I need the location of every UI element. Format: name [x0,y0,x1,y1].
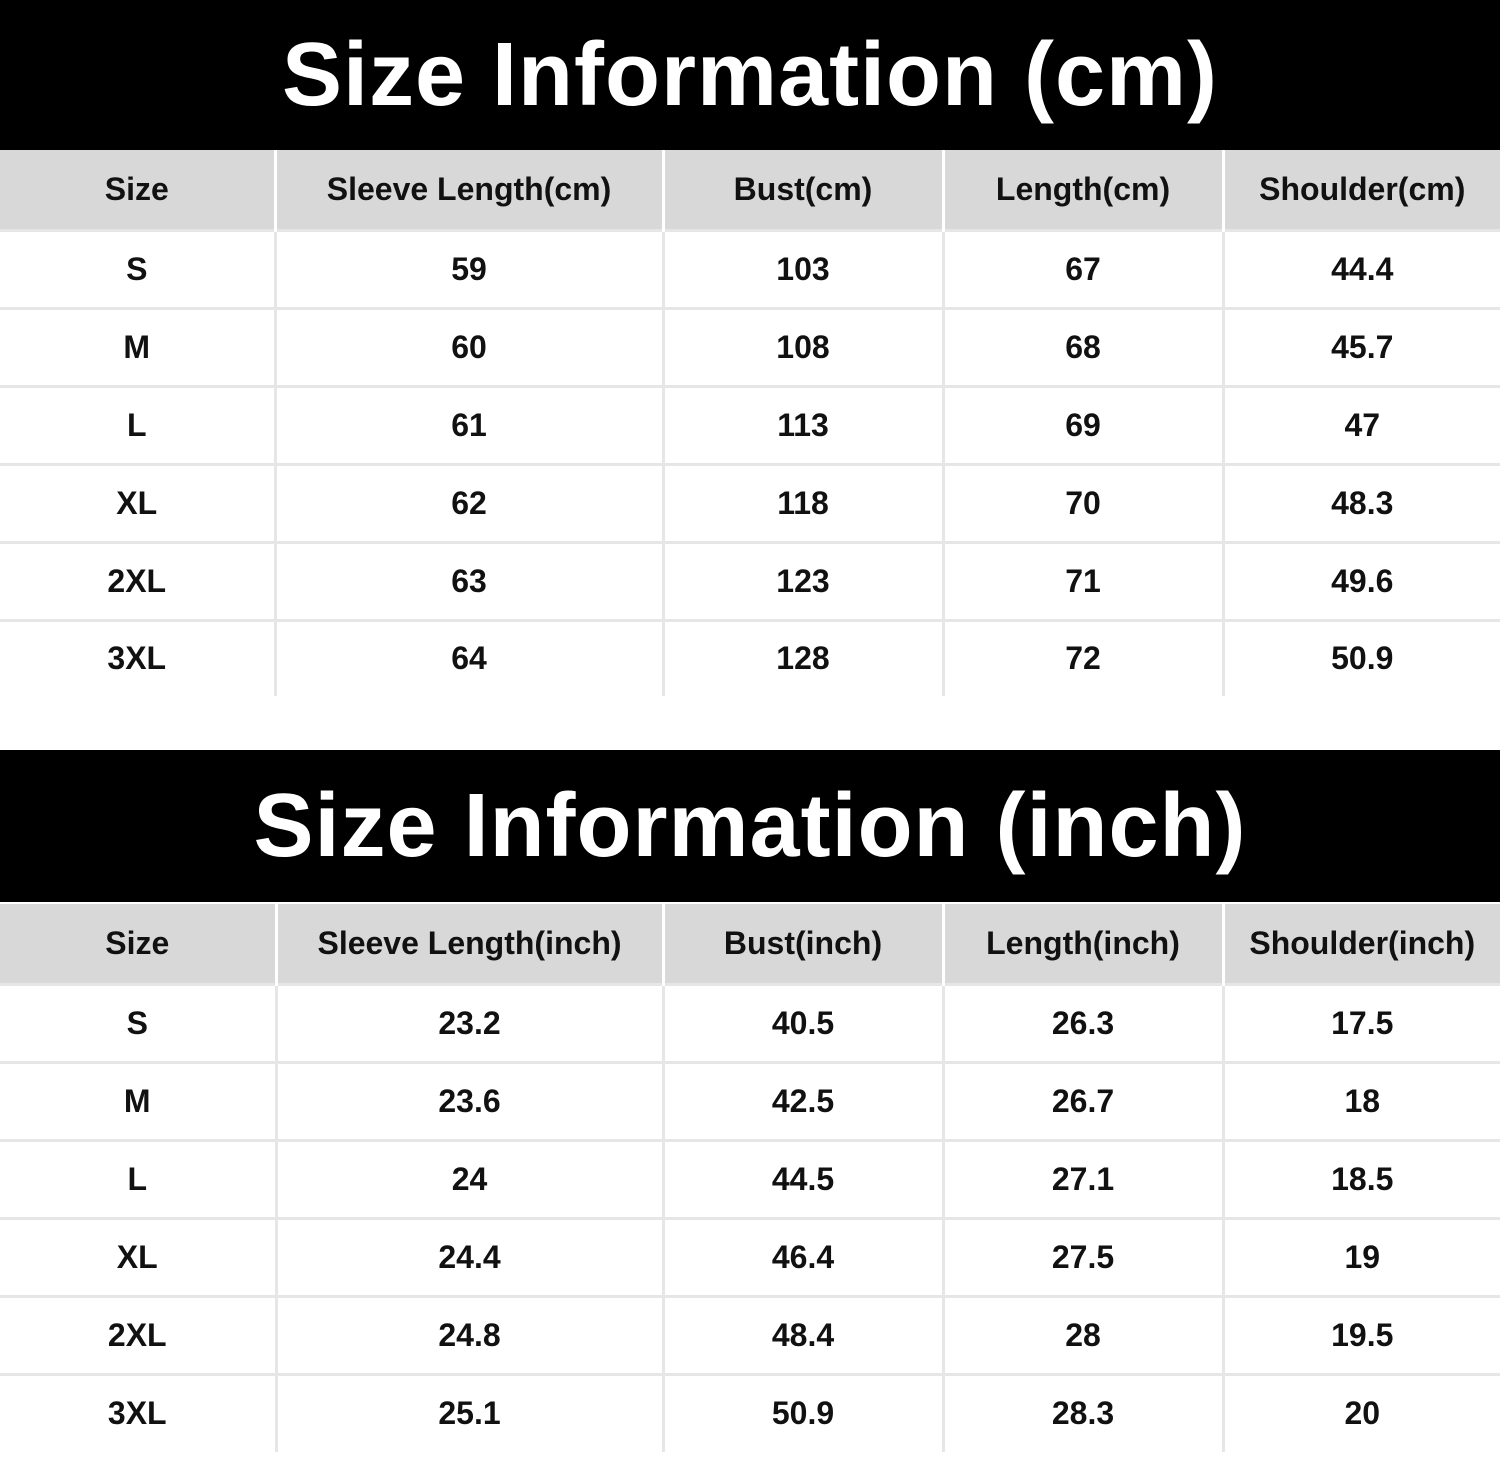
measurement-cell: 40.5 [661,984,943,1062]
measurement-cell: 18.5 [1221,1140,1500,1218]
measurement-cell: 19.5 [1221,1296,1500,1374]
table-header-row: Size Sleeve Length(inch) Bust(inch) Leng… [0,904,1500,984]
cm-size-table: Size Sleeve Length(cm) Bust(cm) Length(c… [0,150,1500,696]
size-cell: XL [116,484,158,521]
measurement-cell: 24.8 [274,1296,663,1374]
measurement-cell: 70 [941,464,1223,542]
table-row: 2XL 24.8 48.4 28 19.5 [0,1296,1500,1374]
table-row: L 61 113 69 47 [0,386,1500,464]
size-cell: 2XL [107,1316,167,1353]
measurement-cell: 28 [941,1296,1223,1374]
table-row: M 60 108 68 45.7 [0,308,1500,386]
column-header: Size [105,924,170,961]
measurement-cell: 46.4 [661,1218,943,1296]
cm-section-title: Size Information (cm) [0,0,1500,150]
measurement-cell: 26.3 [941,984,1223,1062]
table-row: 3XL 64 128 72 50.9 [0,620,1500,696]
measurement-cell: 17.5 [1221,984,1500,1062]
measurement-cell: 50.9 [1221,620,1500,696]
column-header: Shoulder(inch) [1221,904,1500,984]
measurement-cell: 23.6 [274,1062,663,1140]
table-row: M 23.6 42.5 26.7 18 [0,1062,1500,1140]
size-cell: S [126,250,148,287]
table-row: S 59 103 67 44.4 [0,230,1500,308]
measurement-cell: 128 [661,620,943,696]
measurement-cell: 71 [941,542,1223,620]
measurement-cell: 27.5 [941,1218,1223,1296]
measurement-cell: 24.4 [274,1218,663,1296]
measurement-cell: 27.1 [941,1140,1223,1218]
measurement-cell: 72 [941,620,1223,696]
measurement-cell: 59 [273,230,663,308]
measurement-cell: 25.1 [274,1374,663,1452]
measurement-cell: 42.5 [661,1062,943,1140]
table-row: 3XL 25.1 50.9 28.3 20 [0,1374,1500,1452]
measurement-cell: 47 [1221,386,1500,464]
table-row: S 23.2 40.5 26.3 17.5 [0,984,1500,1062]
size-cell: M [123,1082,151,1119]
measurement-cell: 18 [1221,1062,1500,1140]
measurement-cell: 108 [661,308,943,386]
section-spacer [0,700,1500,750]
size-cell: S [126,1004,148,1041]
size-cell: L [127,1160,148,1197]
measurement-cell: 44.5 [661,1140,943,1218]
table-row: L 24 44.5 27.1 18.5 [0,1140,1500,1218]
size-cell: XL [116,1238,158,1275]
table-row: 2XL 63 123 71 49.6 [0,542,1500,620]
measurement-cell: 45.7 [1221,308,1500,386]
measurement-cell: 26.7 [941,1062,1223,1140]
column-header: Sleeve Length(inch) [274,904,663,984]
measurement-cell: 48.4 [661,1296,943,1374]
measurement-cell: 123 [661,542,943,620]
measurement-cell: 64 [273,620,663,696]
measurement-cell: 68 [941,308,1223,386]
measurement-cell: 113 [661,386,943,464]
inch-section-title: Size Information (inch) [0,750,1500,902]
measurement-cell: 67 [941,230,1223,308]
column-header: Size [104,170,169,207]
column-header: Sleeve Length(cm) [273,150,663,230]
measurement-cell: 44.4 [1221,230,1500,308]
measurement-cell: 23.2 [274,984,663,1062]
size-cell: 2XL [107,562,167,599]
measurement-cell: 28.3 [941,1374,1223,1452]
column-header: Length(inch) [941,904,1223,984]
measurement-cell: 49.6 [1221,542,1500,620]
table-row: XL 62 118 70 48.3 [0,464,1500,542]
table-row: XL 24.4 46.4 27.5 19 [0,1218,1500,1296]
column-header: Length(cm) [941,150,1223,230]
size-cell: 3XL [107,1395,167,1432]
measurement-cell: 48.3 [1221,464,1500,542]
measurement-cell: 103 [661,230,943,308]
size-cell: 3XL [107,640,167,677]
measurement-cell: 20 [1221,1374,1500,1452]
measurement-cell: 62 [273,464,663,542]
measurement-cell: 24 [274,1140,663,1218]
measurement-cell: 60 [273,308,663,386]
column-header: Bust(cm) [661,150,943,230]
inch-size-table: Size Sleeve Length(inch) Bust(inch) Leng… [0,904,1500,1452]
measurement-cell: 63 [273,542,663,620]
column-header: Bust(inch) [661,904,943,984]
measurement-cell: 61 [273,386,663,464]
table-header-row: Size Sleeve Length(cm) Bust(cm) Length(c… [0,150,1500,230]
measurement-cell: 118 [661,464,943,542]
measurement-cell: 19 [1221,1218,1500,1296]
size-cell: L [126,406,147,443]
size-cell: M [123,328,151,365]
column-header: Shoulder(cm) [1221,150,1500,230]
measurement-cell: 50.9 [661,1374,943,1452]
measurement-cell: 69 [941,386,1223,464]
